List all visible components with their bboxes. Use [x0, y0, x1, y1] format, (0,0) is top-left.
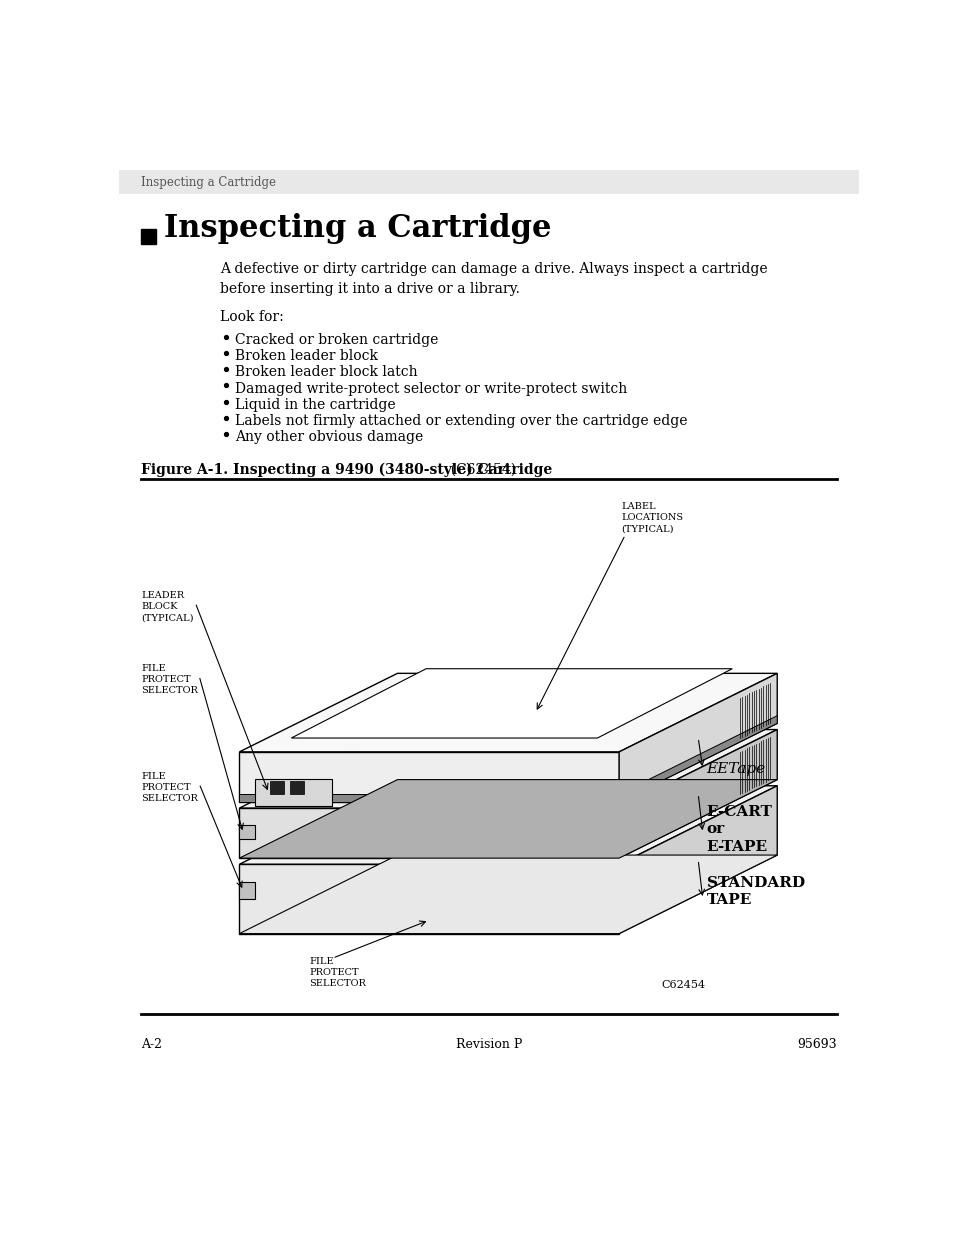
Polygon shape [239, 752, 618, 802]
Polygon shape [239, 673, 777, 752]
Text: EETape: EETape [706, 762, 765, 777]
Text: (C62454): (C62454) [441, 462, 516, 477]
Text: 95693: 95693 [797, 1037, 836, 1051]
Text: Inspecting a Cartridge: Inspecting a Cartridge [141, 175, 275, 189]
Text: LABEL
LOCATIONS
(TYPICAL): LABEL LOCATIONS (TYPICAL) [620, 503, 683, 534]
Text: Revision P: Revision P [456, 1037, 521, 1051]
Bar [119, 169, 858, 194]
Polygon shape [618, 785, 777, 934]
Text: Damaged write-protect selector or write-protect switch: Damaged write-protect selector or write-… [235, 382, 627, 395]
Polygon shape [239, 825, 254, 840]
Text: Broken leader block latch: Broken leader block latch [235, 366, 417, 379]
Text: LEADER
BLOCK
(TYPICAL): LEADER BLOCK (TYPICAL) [141, 592, 193, 622]
Text: A defective or dirty cartridge can damage a drive. Always inspect a cartridge
be: A defective or dirty cartridge can damag… [220, 262, 767, 296]
Text: Figure A-1. Inspecting a 9490 (3480-style) Cartridge: Figure A-1. Inspecting a 9490 (3480-styl… [141, 462, 552, 477]
Polygon shape [239, 855, 777, 934]
Text: Cracked or broken cartridge: Cracked or broken cartridge [235, 333, 438, 347]
Polygon shape [239, 808, 618, 858]
Text: A-2: A-2 [141, 1037, 162, 1051]
Text: Any other obvious damage: Any other obvious damage [235, 430, 423, 445]
Polygon shape [618, 673, 777, 802]
Polygon shape [618, 716, 777, 802]
Polygon shape [270, 782, 284, 794]
Text: Broken leader block: Broken leader block [235, 350, 378, 363]
Polygon shape [239, 794, 618, 802]
Bar [141, 228, 156, 245]
Text: Labels not firmly attached or extending over the cartridge edge: Labels not firmly attached or extending … [235, 414, 687, 427]
Text: E-CART
or
E-TAPE: E-CART or E-TAPE [706, 805, 772, 853]
Polygon shape [618, 730, 777, 858]
Text: Look for:: Look for: [220, 310, 283, 324]
Text: Liquid in the cartridge: Liquid in the cartridge [235, 398, 395, 411]
Text: FILE
PROTECT
SELECTOR: FILE PROTECT SELECTOR [141, 772, 197, 803]
Polygon shape [239, 779, 777, 858]
Text: STANDARD
TAPE: STANDARD TAPE [706, 876, 804, 906]
Polygon shape [413, 916, 445, 924]
Text: FILE
PROTECT
SELECTOR: FILE PROTECT SELECTOR [141, 664, 197, 695]
Text: C62454: C62454 [661, 979, 705, 989]
Polygon shape [290, 782, 303, 794]
Polygon shape [239, 785, 777, 864]
Polygon shape [254, 779, 332, 805]
Polygon shape [291, 668, 732, 739]
Text: Inspecting a Cartridge: Inspecting a Cartridge [164, 214, 551, 245]
Polygon shape [239, 882, 254, 899]
Text: FILE
PROTECT
SELECTOR: FILE PROTECT SELECTOR [309, 957, 366, 988]
Polygon shape [239, 864, 618, 934]
Polygon shape [239, 730, 777, 808]
